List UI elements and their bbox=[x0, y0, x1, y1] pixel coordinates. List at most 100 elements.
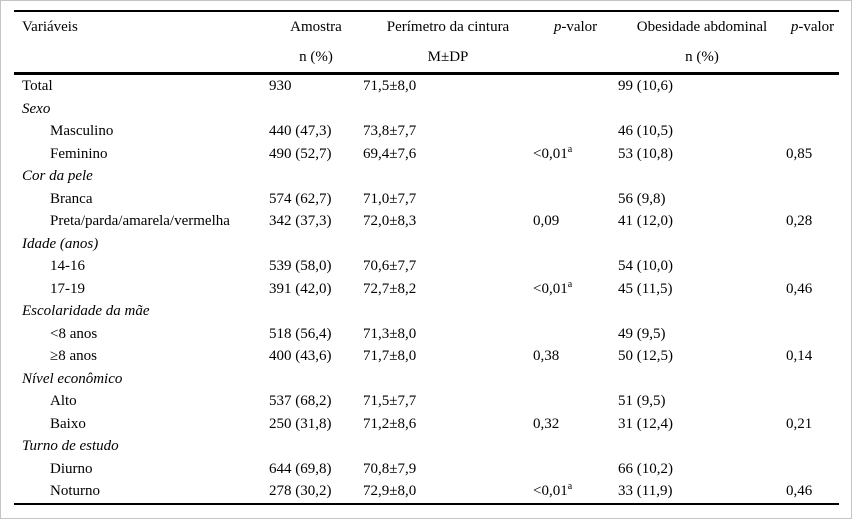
amostra-value: 400 (43,6) bbox=[269, 348, 332, 364]
row-label: Noturno bbox=[50, 483, 100, 499]
pvalor-cintura-value: <0,01a bbox=[533, 278, 573, 297]
row-label: Feminino bbox=[50, 145, 108, 162]
perimetro-value: 71,3±8,0 bbox=[363, 325, 417, 342]
obesidade-value: 54 (10,0) bbox=[618, 258, 673, 274]
obesidade-value: 41 (12,0) bbox=[618, 213, 673, 229]
row-label: Nível econômico bbox=[22, 370, 123, 387]
perimetro-value: 69,4±7,6 bbox=[363, 145, 417, 162]
perimetro-value: 72,0±8,3 bbox=[363, 213, 417, 229]
table-row: Baixo 250 (31,8) 71,2±8,6 0,32 31 (12,4) 0,21 bbox=[14, 413, 839, 436]
pvalor-cintura-value: <0,01a bbox=[533, 143, 573, 162]
amostra-value: 518 (56,4) bbox=[269, 325, 332, 342]
pvalor-cintura-value: 0,32 bbox=[533, 415, 560, 432]
pvalor-obesidade-value: 0,14 bbox=[786, 348, 813, 364]
amostra-value: 391 (42,0) bbox=[269, 280, 332, 297]
row-label: 14-16 bbox=[50, 258, 85, 274]
row-label: ≥8 anos bbox=[50, 348, 97, 364]
header-pvalor-cintura: p-valor bbox=[533, 11, 618, 42]
pvalor-obesidade-value bbox=[786, 255, 839, 278]
category-row: Nível econômico bbox=[14, 368, 839, 391]
row-label: Masculino bbox=[50, 123, 114, 139]
pvalor-obesidade-value bbox=[786, 458, 839, 481]
obesidade-value: 56 (9,8) bbox=[618, 190, 666, 207]
amostra-value bbox=[269, 165, 363, 188]
pvalor1-italic-p: p bbox=[553, 18, 562, 35]
obesidade-value bbox=[618, 435, 786, 458]
amostra-value bbox=[269, 435, 363, 458]
amostra-value: 644 (69,8) bbox=[269, 460, 332, 477]
pvalor-cintura-value bbox=[533, 368, 618, 391]
category-row: Turno de estudo bbox=[14, 435, 839, 458]
obesidade-value: 46 (10,5) bbox=[618, 123, 673, 139]
table-row: Total 930 71,5±8,0 99 (10,6) bbox=[14, 74, 839, 98]
amostra-value bbox=[269, 300, 363, 323]
obesidade-value bbox=[618, 233, 786, 256]
perimetro-value: 70,6±7,7 bbox=[363, 258, 417, 274]
header-perimetro-cintura: Perímetro da cintura bbox=[386, 18, 510, 35]
pvalor-obesidade-value: 0,46 bbox=[786, 483, 813, 499]
pvalor-obesidade-value bbox=[786, 120, 839, 143]
pvalor-obesidade-value bbox=[786, 300, 839, 323]
category-row: Idade (anos) bbox=[14, 233, 839, 256]
table-row: Alto 537 (68,2) 71,5±7,7 51 (9,5) bbox=[14, 390, 839, 413]
perimetro-value: 72,7±8,2 bbox=[363, 280, 417, 297]
amostra-value: 440 (47,3) bbox=[269, 123, 332, 139]
pvalor-obesidade-value bbox=[786, 188, 839, 211]
obesidade-value: 66 (10,2) bbox=[618, 460, 673, 477]
table-body: Total 930 71,5±8,0 99 (10,6) Sexo Masculino 44… bbox=[14, 74, 839, 504]
amostra-value bbox=[269, 233, 363, 256]
row-label: Cor da pele bbox=[22, 168, 93, 184]
perimetro-value: 71,5±8,0 bbox=[363, 78, 417, 94]
pvalor-obesidade-value bbox=[786, 74, 839, 98]
header-pvalor-obesidade: p-valor bbox=[786, 11, 839, 42]
pvalor-obesidade-value bbox=[786, 390, 839, 413]
obesidade-value bbox=[618, 368, 786, 391]
perimetro-value bbox=[363, 368, 533, 391]
header-row-1: Variáveis Amostra Perímetro da cintura p… bbox=[14, 11, 839, 42]
table-row: Masculino 440 (47,3) 73,8±7,7 46 (10,5) bbox=[14, 120, 839, 143]
amostra-value: 574 (62,7) bbox=[269, 190, 332, 207]
category-row: Escolaridade da mãe bbox=[14, 300, 839, 323]
table-row: 17-19 391 (42,0) 72,7±8,2 <0,01a 45 (11,5) 0,… bbox=[14, 278, 839, 301]
pvalor1-rest: -valor bbox=[561, 18, 598, 35]
pvalor-cintura-value bbox=[533, 435, 618, 458]
pvalor-cintura-value bbox=[533, 323, 618, 346]
amostra-value bbox=[269, 368, 363, 391]
row-label: Turno de estudo bbox=[22, 438, 119, 454]
pvalor-cintura-value bbox=[533, 165, 618, 188]
row-label: Diurno bbox=[50, 460, 93, 477]
row-label: Total bbox=[22, 78, 53, 94]
pvalor-cintura-value bbox=[533, 120, 618, 143]
header-amostra: Amostra bbox=[290, 18, 342, 35]
header-amostra-sub: n (%) bbox=[299, 48, 333, 65]
row-label: Idade (anos) bbox=[22, 235, 99, 252]
perimetro-value: 70,8±7,9 bbox=[363, 460, 417, 477]
amostra-value: 539 (58,0) bbox=[269, 258, 332, 274]
obesidade-value: 53 (10,8) bbox=[618, 145, 673, 162]
statistics-table: Variáveis Amostra Perímetro da cintura p… bbox=[14, 10, 839, 505]
header-variaveis-sub bbox=[14, 42, 269, 74]
perimetro-value: 71,7±8,0 bbox=[363, 348, 417, 364]
pvalor-obesidade-value: 0,28 bbox=[786, 213, 813, 229]
header-row-2: n (%) M±DP n (%) bbox=[14, 42, 839, 74]
category-row: Sexo bbox=[14, 98, 839, 121]
table-row: Preta/parda/amarela/vermelha 342 (37,3) 72… bbox=[14, 210, 839, 233]
perimetro-value bbox=[363, 435, 533, 458]
header-obesidade-sub: n (%) bbox=[685, 48, 719, 65]
pvalor-cintura-value bbox=[533, 458, 618, 481]
amostra-value: 250 (31,8) bbox=[269, 415, 332, 432]
perimetro-value bbox=[363, 233, 533, 256]
perimetro-value: 71,0±7,7 bbox=[363, 190, 417, 207]
row-label: Escolaridade da mãe bbox=[22, 303, 150, 319]
obesidade-value: 45 (11,5) bbox=[618, 280, 673, 297]
pvalor-cintura-value bbox=[533, 188, 618, 211]
header-obesidade-abdominal: Obesidade abdominal bbox=[636, 18, 768, 35]
row-label: Alto bbox=[50, 393, 77, 409]
table-row: Diurno 644 (69,8) 70,8±7,9 66 (10,2) bbox=[14, 458, 839, 481]
obesidade-value: 49 (9,5) bbox=[618, 325, 666, 342]
perimetro-value bbox=[363, 98, 533, 121]
pvalor-cintura-value bbox=[533, 390, 618, 413]
pvalor-obesidade-value bbox=[786, 323, 839, 346]
table-row: Feminino 490 (52,7) 69,4±7,6 <0,01a 53 (10,8… bbox=[14, 143, 839, 166]
table-row: Branca 574 (62,7) 71,0±7,7 56 (9,8) bbox=[14, 188, 839, 211]
